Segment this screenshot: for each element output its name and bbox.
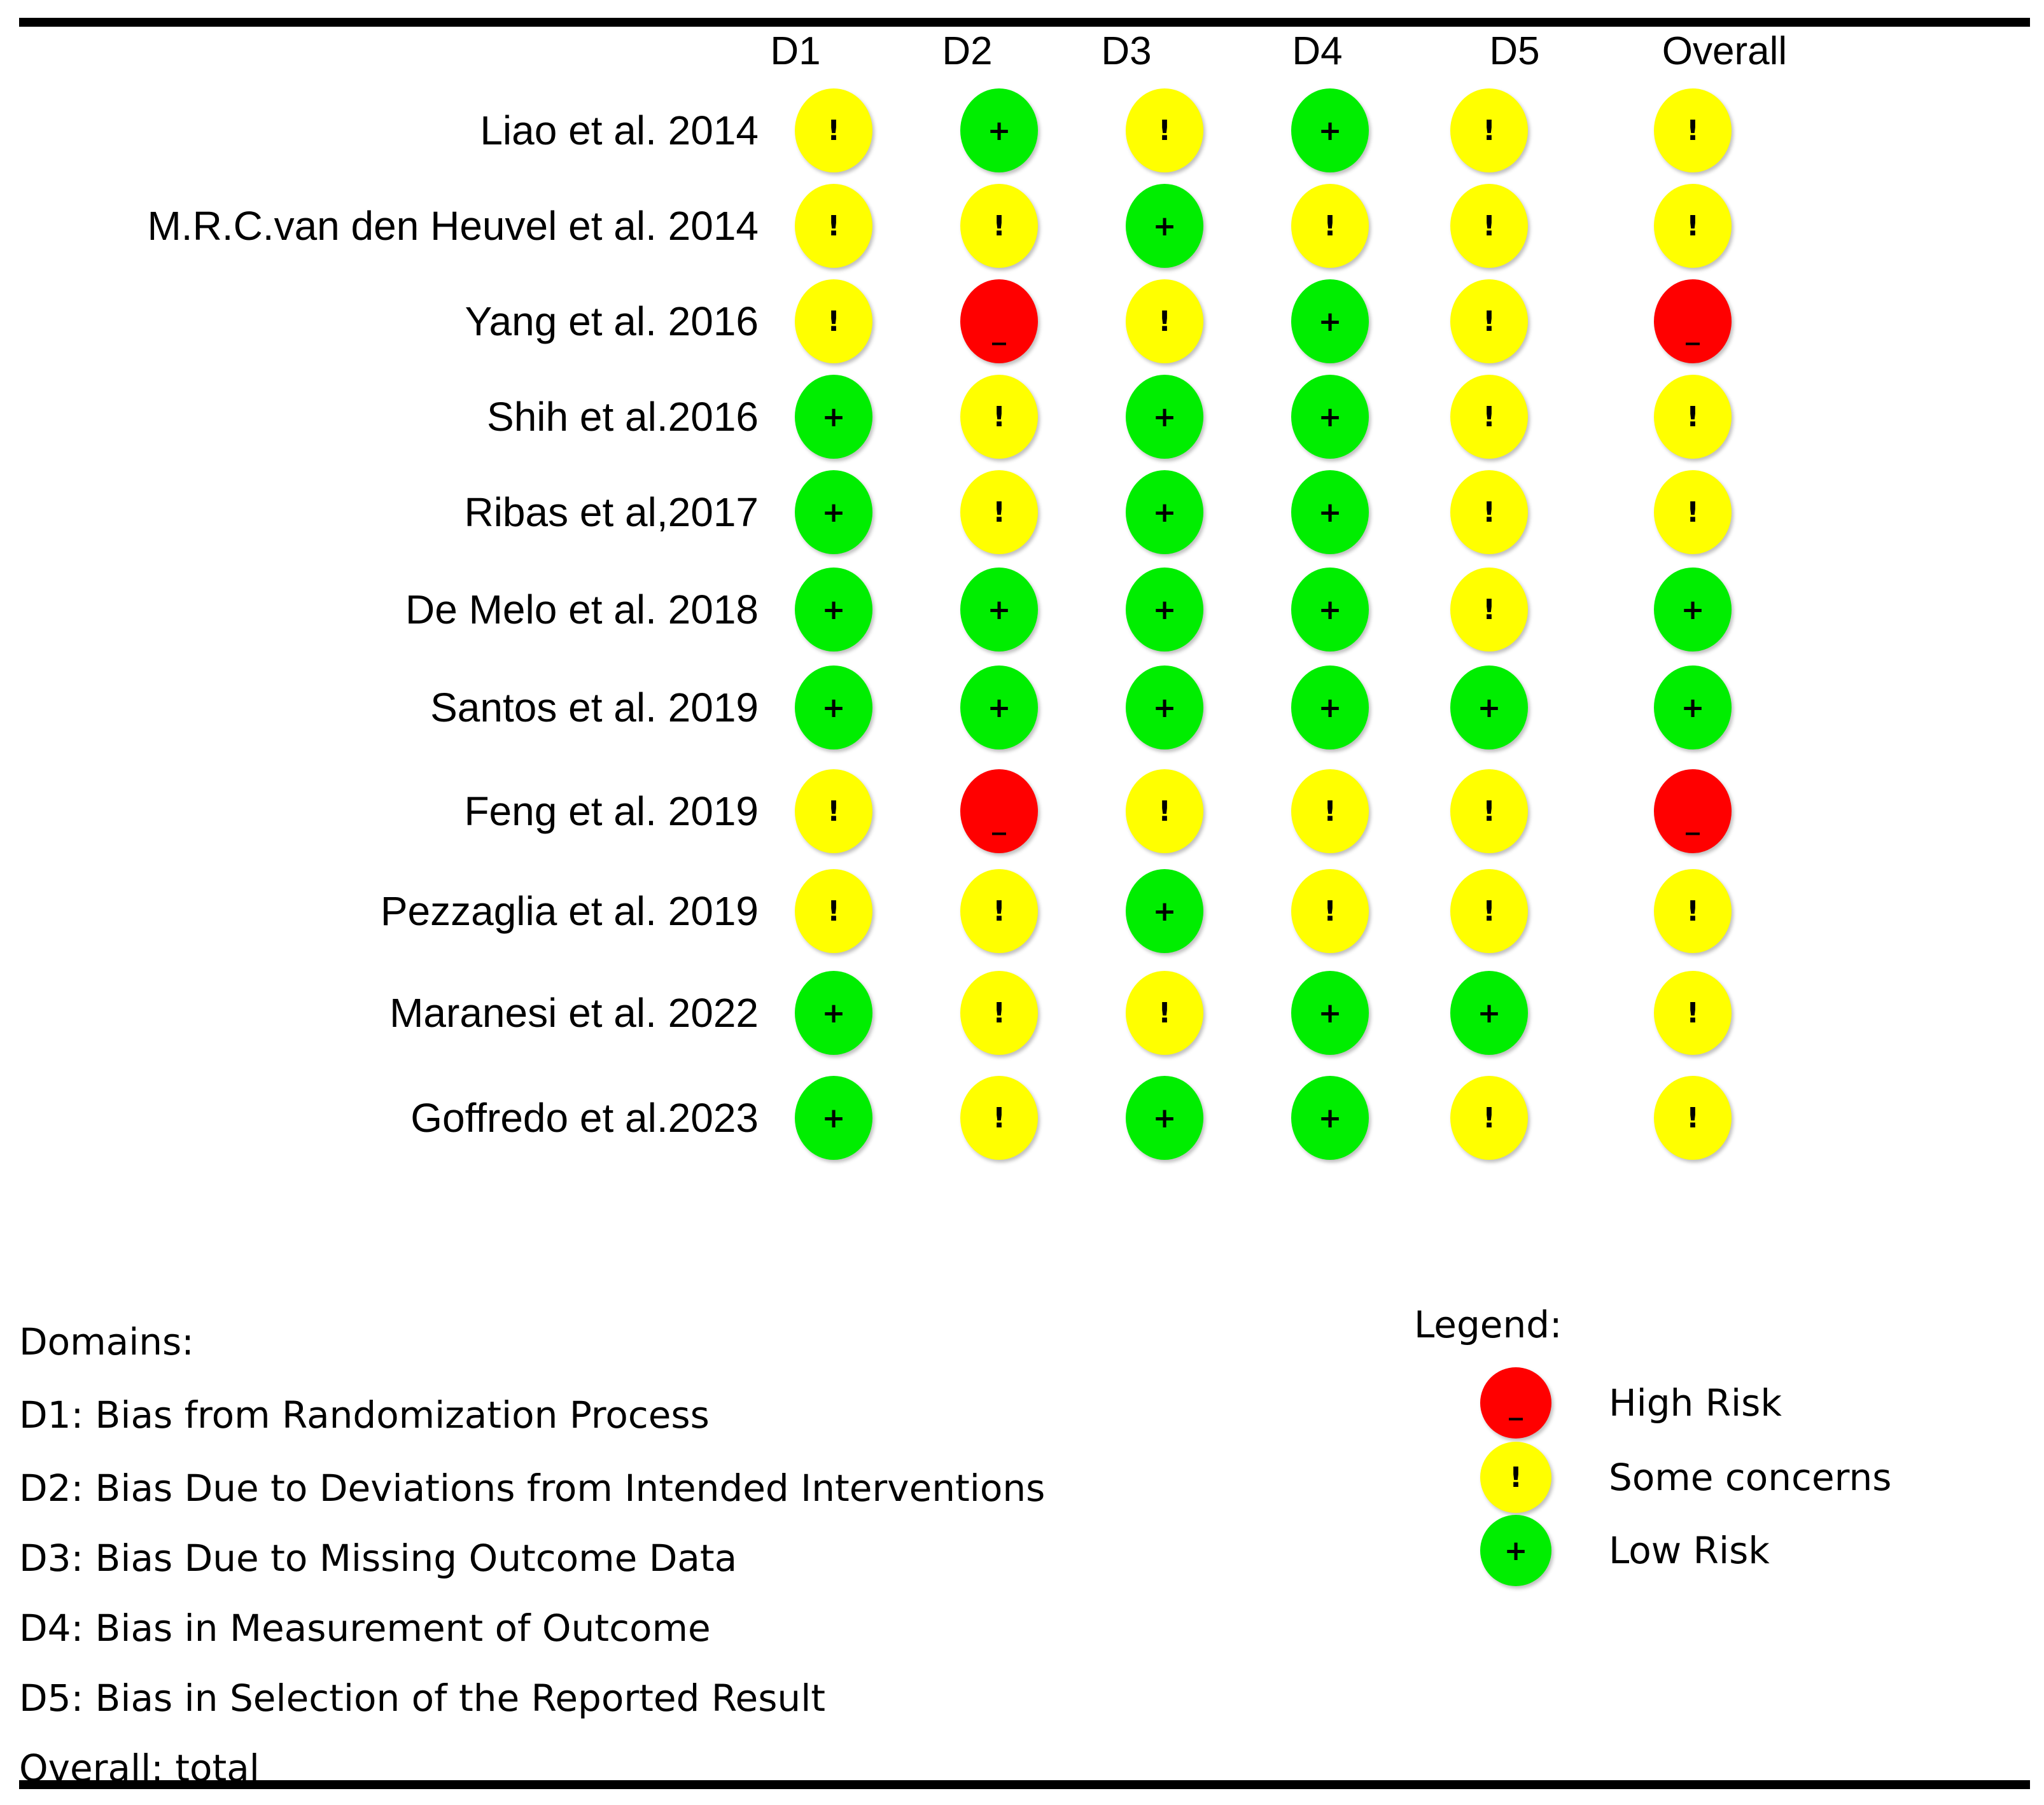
rating-some-icon: ! bbox=[1654, 1076, 1732, 1160]
rating-low-icon: + bbox=[795, 971, 872, 1055]
study-label: Shih et al.2016 bbox=[487, 394, 759, 440]
rating-some-icon: ! bbox=[1654, 184, 1732, 268]
rating-low-icon: + bbox=[1291, 279, 1369, 363]
rating-low-icon: + bbox=[1126, 666, 1203, 749]
rating-some-icon: ! bbox=[795, 869, 872, 953]
rating-low-icon: + bbox=[1654, 666, 1732, 749]
rating-some-icon: ! bbox=[1450, 869, 1528, 953]
column-header-d1: D1 bbox=[770, 29, 821, 73]
legend-low-icon: + bbox=[1480, 1515, 1551, 1586]
rating-some-icon: ! bbox=[960, 1076, 1038, 1160]
rating-some-icon: ! bbox=[1126, 769, 1203, 853]
rating-some-icon: ! bbox=[795, 184, 872, 268]
study-label: Santos et al. 2019 bbox=[430, 685, 759, 730]
domain-d2-desc: D2: Bias Due to Deviations from Intended… bbox=[19, 1467, 1046, 1510]
rating-high-icon: _ bbox=[960, 769, 1038, 853]
column-header-overall: Overall bbox=[1662, 29, 1788, 73]
rating-low-icon: + bbox=[1126, 568, 1203, 652]
domains-title: Domains: bbox=[19, 1320, 194, 1363]
rating-some-icon: ! bbox=[960, 184, 1038, 268]
rating-some-icon: ! bbox=[1450, 375, 1528, 459]
study-label: Maranesi et al. 2022 bbox=[389, 990, 759, 1036]
domain-d4-desc: D4: Bias in Measurement of Outcome bbox=[19, 1606, 711, 1650]
legend-label-some: Some concerns bbox=[1609, 1456, 1892, 1499]
rating-low-icon: + bbox=[1291, 470, 1369, 554]
rating-some-icon: ! bbox=[1450, 470, 1528, 554]
rating-some-icon: ! bbox=[795, 88, 872, 172]
domain-d1-desc: D1: Bias from Randomization Process bbox=[19, 1393, 710, 1437]
rating-low-icon: + bbox=[795, 1076, 872, 1160]
rating-some-icon: ! bbox=[1126, 279, 1203, 363]
column-header-d3: D3 bbox=[1101, 29, 1152, 73]
rating-high-icon: _ bbox=[1654, 279, 1732, 363]
rating-low-icon: + bbox=[795, 568, 872, 652]
study-label: Yang et al. 2016 bbox=[465, 298, 759, 344]
rating-some-icon: ! bbox=[795, 279, 872, 363]
rating-low-icon: + bbox=[1291, 1076, 1369, 1160]
study-label: Liao et al. 2014 bbox=[480, 108, 759, 153]
rating-high-icon: _ bbox=[1654, 769, 1732, 853]
rating-low-icon: + bbox=[1291, 568, 1369, 652]
rating-some-icon: ! bbox=[1654, 470, 1732, 554]
study-label: Feng et al. 2019 bbox=[464, 788, 759, 834]
legend-label-low: Low Risk bbox=[1609, 1529, 1770, 1572]
column-header-d4: D4 bbox=[1292, 29, 1343, 73]
legend-title: Legend: bbox=[1414, 1303, 1562, 1346]
rating-low-icon: + bbox=[795, 666, 872, 749]
rating-some-icon: ! bbox=[1450, 568, 1528, 652]
rating-low-icon: + bbox=[795, 470, 872, 554]
rating-some-icon: ! bbox=[795, 769, 872, 853]
rating-some-icon: ! bbox=[1654, 869, 1732, 953]
column-header-d2: D2 bbox=[942, 29, 993, 73]
rating-some-icon: ! bbox=[1291, 869, 1369, 953]
rating-some-icon: ! bbox=[960, 869, 1038, 953]
domain-d5-desc: D5: Bias in Selection of the Reported Re… bbox=[19, 1676, 826, 1720]
rating-low-icon: + bbox=[795, 375, 872, 459]
rating-some-icon: ! bbox=[1654, 375, 1732, 459]
rating-low-icon: + bbox=[1126, 470, 1203, 554]
study-label: Pezzaglia et al. 2019 bbox=[380, 888, 759, 934]
study-label: De Melo et al. 2018 bbox=[405, 587, 759, 632]
domain-d3-desc: D3: Bias Due to Missing Outcome Data bbox=[19, 1537, 738, 1580]
rating-some-icon: ! bbox=[960, 971, 1038, 1055]
study-label: Goffredo et al.2023 bbox=[410, 1095, 759, 1141]
rating-low-icon: + bbox=[1291, 375, 1369, 459]
rating-low-icon: + bbox=[1291, 666, 1369, 749]
rating-some-icon: ! bbox=[1654, 88, 1732, 172]
rating-some-icon: ! bbox=[1654, 971, 1732, 1055]
rating-some-icon: ! bbox=[1450, 184, 1528, 268]
study-label: Ribas et al,2017 bbox=[464, 489, 759, 535]
top-rule bbox=[19, 18, 2030, 27]
legend-high-icon: _ bbox=[1480, 1367, 1551, 1439]
rating-some-icon: ! bbox=[1450, 88, 1528, 172]
rating-some-icon: ! bbox=[960, 470, 1038, 554]
study-label: M.R.C.van den Heuvel et al. 2014 bbox=[147, 203, 759, 249]
rating-some-icon: ! bbox=[1126, 88, 1203, 172]
rating-some-icon: ! bbox=[1291, 184, 1369, 268]
rating-low-icon: + bbox=[1291, 971, 1369, 1055]
rating-low-icon: + bbox=[960, 568, 1038, 652]
rating-some-icon: ! bbox=[1126, 971, 1203, 1055]
legend-label-high: High Risk bbox=[1609, 1381, 1782, 1425]
rating-high-icon: _ bbox=[960, 279, 1038, 363]
rating-some-icon: ! bbox=[1450, 769, 1528, 853]
rating-low-icon: + bbox=[1654, 568, 1732, 652]
rating-low-icon: + bbox=[1450, 666, 1528, 749]
rating-low-icon: + bbox=[960, 88, 1038, 172]
rating-low-icon: + bbox=[1126, 869, 1203, 953]
rating-low-icon: + bbox=[1450, 971, 1528, 1055]
rating-low-icon: + bbox=[1126, 184, 1203, 268]
rating-some-icon: ! bbox=[1291, 769, 1369, 853]
rating-low-icon: + bbox=[1126, 375, 1203, 459]
rating-low-icon: + bbox=[960, 666, 1038, 749]
column-header-d5: D5 bbox=[1489, 29, 1540, 73]
rating-some-icon: ! bbox=[960, 375, 1038, 459]
rating-some-icon: ! bbox=[1450, 1076, 1528, 1160]
rating-some-icon: ! bbox=[1450, 279, 1528, 363]
rating-low-icon: + bbox=[1126, 1076, 1203, 1160]
legend-some-icon: ! bbox=[1480, 1442, 1551, 1513]
rating-low-icon: + bbox=[1291, 88, 1369, 172]
bottom-rule bbox=[19, 1780, 2030, 1789]
